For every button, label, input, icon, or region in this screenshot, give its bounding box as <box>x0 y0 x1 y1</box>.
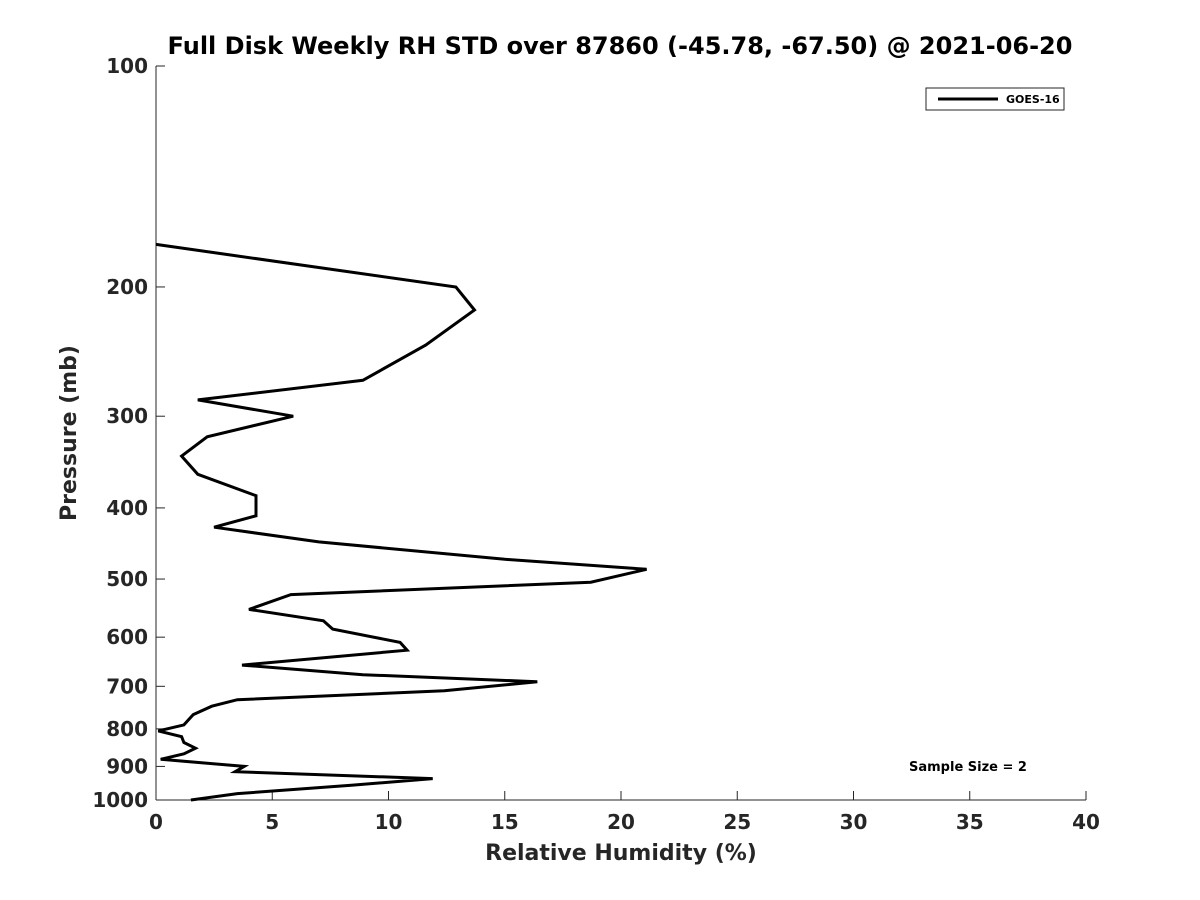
y-tick-label: 400 <box>106 496 148 520</box>
series-line-goes-16 <box>155 242 647 802</box>
x-tick-label: 30 <box>840 810 868 834</box>
x-tick-label: 10 <box>375 810 403 834</box>
x-tick-label: 35 <box>956 810 984 834</box>
y-tick-label: 700 <box>106 674 148 698</box>
y-tick-label: 100 <box>106 54 148 78</box>
y-tick-label: 800 <box>106 717 148 741</box>
chart-title: Full Disk Weekly RH STD over 87860 (-45.… <box>168 32 1073 60</box>
y-tick-label: 600 <box>106 625 148 649</box>
y-tick-label: 1000 <box>92 788 148 812</box>
x-ticks: 0 5 10 15 20 25 30 35 40 <box>149 791 1100 834</box>
y-axis-label: Pressure (mb) <box>57 345 82 521</box>
y-tick-label: 300 <box>106 404 148 428</box>
legend: GOES-16 <box>925 87 1065 111</box>
legend-label-goes-16: GOES-16 <box>1006 93 1060 106</box>
x-tick-label: 5 <box>265 810 279 834</box>
y-tick-label: 200 <box>106 275 148 299</box>
x-tick-label: 20 <box>607 810 635 834</box>
x-tick-label: 15 <box>491 810 519 834</box>
y-tick-label: 500 <box>106 567 148 591</box>
sample-size-annotation: Sample Size = 2 <box>909 760 1027 775</box>
x-tick-label: 0 <box>149 810 163 834</box>
series-layer <box>155 242 647 802</box>
x-tick-label: 25 <box>723 810 751 834</box>
y-tick-label: 900 <box>106 754 148 778</box>
x-tick-label: 40 <box>1072 810 1100 834</box>
y-ticks: 100 200 300 400 500 600 700 800 900 1000 <box>92 54 165 812</box>
x-axis-label: Relative Humidity (%) <box>485 841 757 866</box>
